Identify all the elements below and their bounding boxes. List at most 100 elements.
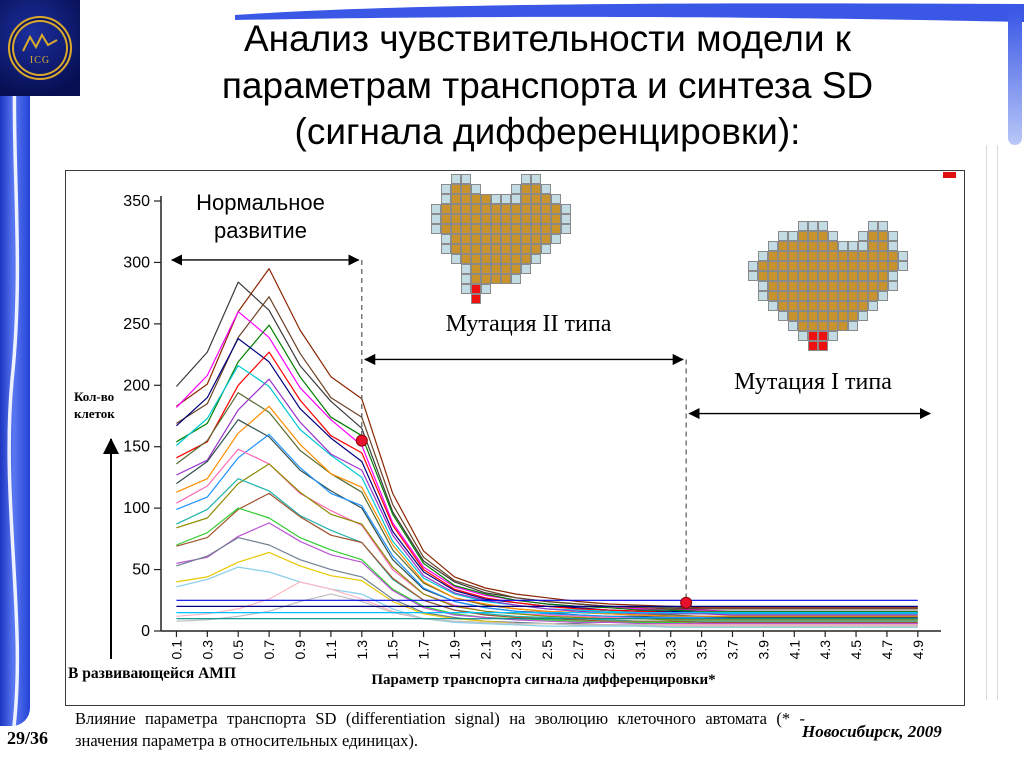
automaton-cell bbox=[748, 261, 758, 271]
svg-text:50: 50 bbox=[132, 562, 150, 579]
automaton-cell bbox=[521, 174, 531, 184]
svg-text:4.7: 4.7 bbox=[879, 640, 895, 660]
automaton-cell bbox=[838, 251, 848, 261]
svg-text:2.1: 2.1 bbox=[477, 640, 493, 660]
automaton-cell bbox=[451, 234, 461, 244]
automaton-cell bbox=[491, 224, 501, 234]
automaton-cell bbox=[828, 321, 838, 331]
automaton-cell bbox=[561, 224, 571, 234]
automaton-cell bbox=[798, 261, 808, 271]
automaton-cell bbox=[798, 331, 808, 341]
svg-text:2.9: 2.9 bbox=[601, 640, 617, 660]
automaton-cell bbox=[808, 271, 818, 281]
automaton-cell bbox=[828, 291, 838, 301]
automaton-cell bbox=[878, 281, 888, 291]
automaton-cell bbox=[471, 234, 481, 244]
automaton-cell bbox=[501, 264, 511, 274]
automaton-cell bbox=[788, 241, 798, 251]
svg-text:1.1: 1.1 bbox=[323, 640, 339, 660]
automaton-cell bbox=[858, 231, 868, 241]
automaton-cell bbox=[778, 241, 788, 251]
automaton-cell bbox=[531, 214, 541, 224]
automaton-cell bbox=[828, 271, 838, 281]
automaton-cell bbox=[888, 251, 898, 261]
automaton-cell bbox=[808, 301, 818, 311]
automaton-cell bbox=[431, 214, 441, 224]
left-band-wave bbox=[7, 0, 23, 727]
automaton-cell bbox=[471, 274, 481, 284]
automaton-cell bbox=[758, 271, 768, 281]
automaton-cell bbox=[818, 261, 828, 271]
automaton-cell bbox=[471, 214, 481, 224]
automaton-cell bbox=[451, 194, 461, 204]
automaton-cell bbox=[481, 264, 491, 274]
automaton-cell bbox=[768, 281, 778, 291]
automaton-cell bbox=[818, 331, 828, 341]
automaton-cell bbox=[551, 194, 561, 204]
automaton-cell bbox=[778, 311, 788, 321]
automaton-cell bbox=[481, 214, 491, 224]
automaton-cell bbox=[878, 291, 888, 301]
automaton-cell bbox=[531, 234, 541, 244]
automaton-cell bbox=[838, 281, 848, 291]
automaton-cell bbox=[551, 214, 561, 224]
automaton-cell bbox=[848, 261, 858, 271]
automaton-cell bbox=[798, 321, 808, 331]
automaton-cell bbox=[511, 234, 521, 244]
automaton-cell bbox=[481, 254, 491, 264]
automaton-cell bbox=[481, 204, 491, 214]
svg-text:2.5: 2.5 bbox=[539, 640, 555, 660]
automaton-cell bbox=[758, 261, 768, 271]
automaton-cell bbox=[858, 261, 868, 271]
automaton-cell bbox=[818, 321, 828, 331]
automaton-cell bbox=[561, 214, 571, 224]
svg-text:0.5: 0.5 bbox=[230, 640, 246, 660]
right-guide-lines bbox=[986, 145, 998, 700]
automaton-cell bbox=[788, 261, 798, 271]
automaton-cell bbox=[818, 271, 828, 281]
automaton-cell bbox=[858, 291, 868, 301]
red-corner-mark bbox=[943, 172, 956, 178]
automaton-cell bbox=[808, 221, 818, 231]
automaton-cell bbox=[521, 214, 531, 224]
automaton-cell bbox=[758, 281, 768, 291]
automaton-cell bbox=[868, 291, 878, 301]
svg-text:3.5: 3.5 bbox=[694, 640, 710, 660]
automaton-cell bbox=[868, 231, 878, 241]
y-axis-title: Кол-во клеток bbox=[74, 389, 115, 421]
automaton-cell bbox=[778, 261, 788, 271]
automaton-cell bbox=[431, 224, 441, 234]
icg-logo-emblem: ICG bbox=[8, 16, 72, 80]
svg-text:4.9: 4.9 bbox=[910, 640, 926, 660]
automaton-cell bbox=[491, 214, 501, 224]
automaton-cell bbox=[531, 254, 541, 264]
automaton-cell bbox=[481, 244, 491, 254]
automaton-cell bbox=[521, 184, 531, 194]
automaton-cell bbox=[441, 214, 451, 224]
mutation-type2-label: Мутация II типа bbox=[445, 311, 612, 337]
automaton-cell bbox=[561, 204, 571, 214]
top-blue-swoosh bbox=[235, 0, 1024, 26]
automaton-cell bbox=[788, 271, 798, 281]
automaton-cell bbox=[878, 251, 888, 261]
automaton-cell bbox=[748, 271, 758, 281]
automaton-cell bbox=[848, 251, 858, 261]
automaton-cell bbox=[868, 241, 878, 251]
automaton-cell bbox=[541, 184, 551, 194]
automaton-cell bbox=[481, 224, 491, 234]
automaton-cell bbox=[471, 244, 481, 254]
automaton-cell bbox=[758, 251, 768, 261]
logo-text: ICG bbox=[29, 54, 51, 66]
svg-text:3.1: 3.1 bbox=[632, 640, 648, 660]
automaton-cell bbox=[491, 244, 501, 254]
automaton-cell bbox=[511, 244, 521, 254]
automaton-cell bbox=[441, 204, 451, 214]
automaton-cell bbox=[838, 321, 848, 331]
automaton-cell bbox=[531, 184, 541, 194]
automaton-cell bbox=[521, 204, 531, 214]
automaton-cell bbox=[858, 271, 868, 281]
automaton-cell bbox=[451, 174, 461, 184]
svg-text:2.3: 2.3 bbox=[508, 640, 524, 660]
automaton-cell bbox=[758, 291, 768, 301]
automaton-cell bbox=[431, 204, 441, 214]
